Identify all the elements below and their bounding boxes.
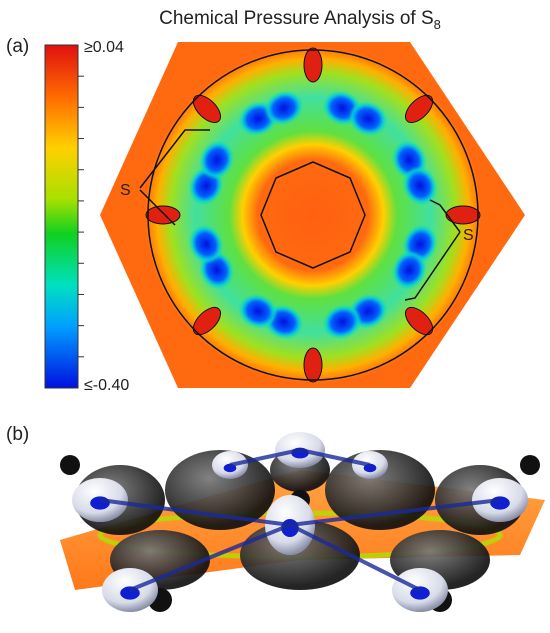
lobe xyxy=(304,48,322,82)
panel-label: (b) xyxy=(6,424,29,445)
title-subscript: 8 xyxy=(434,17,441,32)
title: Chemical Pressure Analysis of S8 xyxy=(159,8,441,32)
render-3d xyxy=(60,432,545,612)
panel-label: (a) xyxy=(6,36,29,57)
figure: Chemical Pressure Analysis of S8 (a) ≥0.… xyxy=(0,0,550,633)
lobe xyxy=(146,206,180,224)
colorbar-min-label: ≤-0.40 xyxy=(84,377,129,394)
atom-label: S xyxy=(463,227,474,244)
blue-core xyxy=(90,496,110,509)
blue-core xyxy=(490,496,510,509)
colorbar-max-label: ≥0.04 xyxy=(84,39,124,56)
colorbar xyxy=(45,45,78,388)
dark-lobe xyxy=(520,455,540,475)
atom-label: S xyxy=(120,182,131,199)
lobe xyxy=(304,348,322,382)
colorbar-ticks xyxy=(78,76,84,357)
title-text: Chemical Pressure Analysis of S xyxy=(159,8,434,29)
dark-lobe xyxy=(60,455,80,475)
lobe xyxy=(446,206,480,224)
